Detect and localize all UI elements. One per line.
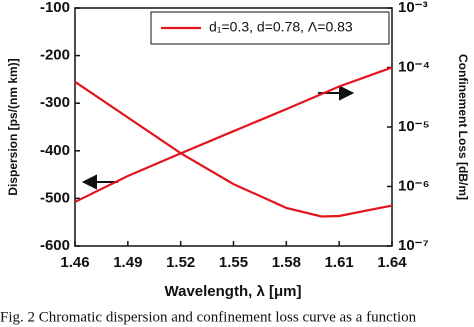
- x-tick-label: 1.52: [166, 254, 195, 271]
- y-tick-label: -100: [40, 0, 70, 16]
- y-tick-label: -300: [40, 94, 70, 111]
- y-tick-label: -500: [40, 189, 70, 206]
- y2-tick-label: 10⁻³: [398, 0, 428, 16]
- y2-tick-label: 10⁻⁷: [398, 237, 429, 254]
- arrow-left: [81, 174, 118, 190]
- x-tick-label: 1.61: [325, 254, 354, 271]
- x-tick-label: 1.55: [219, 254, 248, 271]
- y2-axis-label: Confinement Loss [dB/m]: [456, 54, 470, 200]
- caption: Fig. 2 Chromatic dispersion and confinem…: [0, 309, 417, 325]
- y2-tick-label: 10⁻⁴: [398, 58, 430, 75]
- y2-tick-label: 10⁻⁵: [398, 118, 430, 135]
- x-tick-label: 1.49: [113, 254, 142, 271]
- x-tick-label: 1.46: [60, 254, 89, 271]
- line: [74, 66, 393, 203]
- x-tick-label: 1.58: [272, 254, 301, 271]
- y-tick-label: -600: [40, 237, 70, 254]
- x-axis-label: Wavelength, λ [μm]: [165, 283, 302, 300]
- x-tick-label: 1.64: [377, 254, 407, 271]
- y-tick-label: -200: [40, 47, 70, 64]
- legend-label: d₁=0.3, d=0.78, Λ=0.83: [209, 19, 353, 35]
- y-axis-label: Dispersion [ps/(nm km)]: [6, 58, 20, 195]
- line: [74, 80, 393, 218]
- y-tick-label: -400: [40, 142, 70, 159]
- y2-tick-label: 10⁻⁶: [398, 177, 430, 194]
